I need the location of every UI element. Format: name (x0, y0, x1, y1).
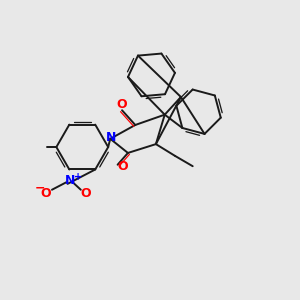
Text: −: − (35, 182, 45, 195)
Text: O: O (81, 188, 92, 200)
Text: O: O (116, 98, 127, 111)
Text: O: O (41, 188, 51, 200)
Text: +: + (74, 172, 82, 182)
Text: N: N (106, 131, 116, 144)
Text: O: O (118, 160, 128, 173)
Text: N: N (65, 174, 75, 187)
